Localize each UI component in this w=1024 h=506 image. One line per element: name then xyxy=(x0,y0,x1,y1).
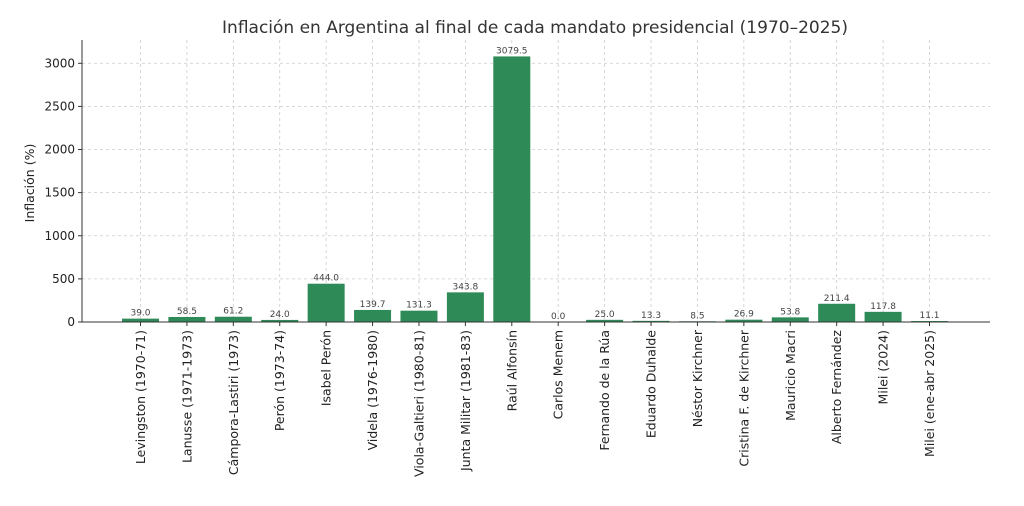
y-tick-label: 1500 xyxy=(44,186,75,200)
y-tick-label: 2000 xyxy=(44,143,75,157)
bar-value-label: 211.4 xyxy=(824,294,850,304)
bar-value-label: 61.2 xyxy=(223,307,243,317)
bar xyxy=(214,316,252,322)
bar xyxy=(400,310,438,322)
x-tick-label: Raúl Alfonsín xyxy=(504,330,519,411)
bar-value-label: 3079.5 xyxy=(496,46,528,56)
bar-value-label: 8.5 xyxy=(690,311,704,321)
bar xyxy=(725,319,763,322)
data-labels: 39.0 58.5 61.2 24.0 444.0 139.7 131.3 343.8 3079… xyxy=(130,46,939,322)
x-tick-label: Lanusse (1971-1973) xyxy=(179,330,194,463)
grid xyxy=(82,40,990,323)
x-ticks: Levingston (1970-71) Lanusse (1971-1973) C… xyxy=(133,322,937,477)
bar-value-label: 39.0 xyxy=(130,309,150,319)
bar xyxy=(493,56,531,323)
bar-value-label: 0.0 xyxy=(551,312,566,322)
y-tick-label: 2500 xyxy=(44,99,75,113)
y-tick-label: 500 xyxy=(52,272,75,286)
bar xyxy=(864,311,902,322)
bar xyxy=(771,317,809,322)
bar xyxy=(586,319,624,322)
x-tick-label: Cristina F. de Kirchner xyxy=(736,329,751,466)
bar xyxy=(632,320,670,322)
bar-value-label: 25.0 xyxy=(595,310,615,320)
x-tick-label: Isabel Perón xyxy=(319,330,334,406)
x-tick-label: Perón (1973-74) xyxy=(272,330,287,431)
bars xyxy=(122,56,948,323)
y-tick-label: 3000 xyxy=(44,56,75,70)
x-tick-label: Carlos Menem xyxy=(551,330,566,419)
x-tick-label: Alberto Fernández xyxy=(829,330,844,445)
bar-value-label: 131.3 xyxy=(406,301,432,311)
x-tick-label: Levingston (1970-71) xyxy=(133,330,148,464)
x-tick-label: Eduardo Duhalde xyxy=(644,330,659,438)
bar xyxy=(261,319,299,322)
bar-value-label: 117.8 xyxy=(870,302,896,312)
bar-value-label: 343.8 xyxy=(452,282,478,292)
x-tick-label: Videla (1976-1980) xyxy=(365,330,380,450)
y-axis-label: Inflación (%) xyxy=(22,144,37,223)
bar-value-label: 13.3 xyxy=(641,311,661,321)
x-tick-label: Cámpora-Lastiri (1973) xyxy=(226,330,241,475)
x-tick-label: Fernando de la Rúa xyxy=(597,330,612,451)
bar-value-label: 11.1 xyxy=(919,311,939,321)
bar xyxy=(307,283,345,322)
bar-value-label: 58.5 xyxy=(177,307,197,317)
bar-value-label: 444.0 xyxy=(313,274,339,284)
x-tick-label: Mauricio Macri xyxy=(783,330,798,421)
x-tick-label: Viola-Galtieri (1980-81) xyxy=(411,330,426,477)
x-tick-label: Milei (2024) xyxy=(876,330,891,404)
bar xyxy=(168,316,206,322)
bar-value-label: 53.8 xyxy=(780,307,800,317)
bar xyxy=(122,318,159,322)
y-tick-label: 1000 xyxy=(44,229,75,243)
x-tick-label: Néstor Kirchner xyxy=(690,329,705,427)
bar-value-label: 139.7 xyxy=(360,300,386,310)
bar-value-label: 24.0 xyxy=(270,310,290,320)
bar-value-label: 26.9 xyxy=(734,310,754,320)
y-tick-label: 0 xyxy=(67,315,75,329)
x-tick-label: Junta Militar (1981-83) xyxy=(458,330,473,472)
x-tick-label: Milei (ene-abr 2025) xyxy=(922,330,937,457)
y-ticks: 0 500 1000 1500 2000 2500 3000 xyxy=(44,56,82,329)
chart-title: Inflación en Argentina al final de cada … xyxy=(222,18,848,38)
bar xyxy=(446,292,484,322)
bar xyxy=(354,309,392,322)
bar xyxy=(818,303,856,322)
